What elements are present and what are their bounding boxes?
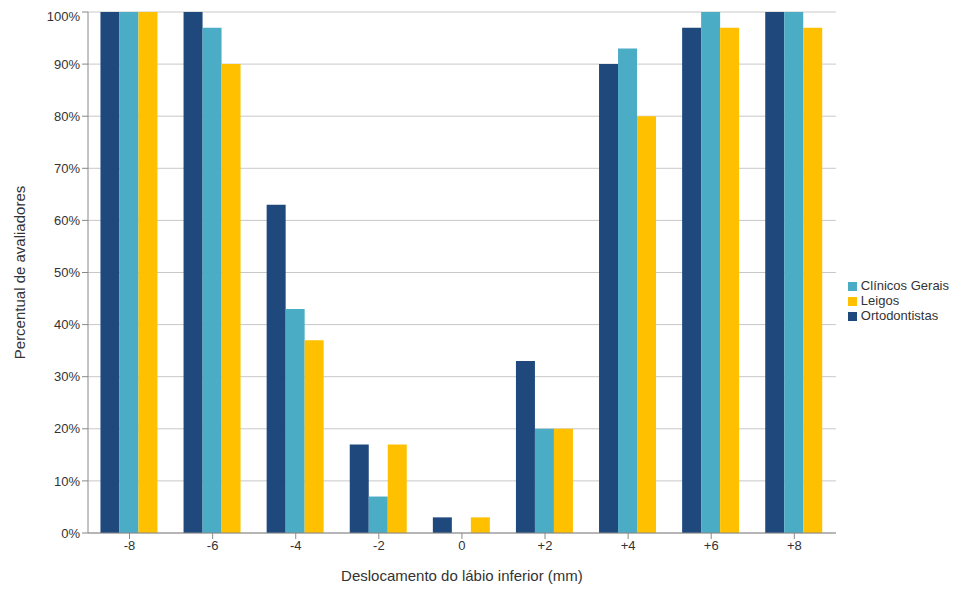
html-text:Clínicos Gerais: Clínicos Gerais [860, 278, 949, 293]
svg-text:-8: -8 [124, 538, 136, 553]
svg-text:30%: 30% [54, 369, 80, 384]
svg-text:+4: +4 [621, 538, 636, 553]
svg-text:100%: 100% [47, 9, 81, 24]
svg-text:+6: +6 [704, 538, 719, 553]
svg-text:50%: 50% [54, 265, 80, 280]
svg-text:70%: 70% [54, 161, 80, 176]
svg-text:60%: 60% [54, 213, 80, 228]
svg-text:-4: -4 [290, 538, 302, 553]
svg-text:20%: 20% [54, 421, 80, 436]
svg-text:-2: -2 [373, 538, 385, 553]
html-text:Leigos: Leigos [860, 293, 900, 308]
html-text:Ortodontistas: Ortodontistas [860, 308, 939, 323]
svg-text:0: 0 [458, 538, 465, 553]
svg-text:10%: 10% [54, 474, 80, 489]
svg-text:+8: +8 [787, 538, 802, 553]
svg-text:0%: 0% [61, 526, 80, 541]
svg-text:-6: -6 [207, 538, 219, 553]
svg-text:+2: +2 [538, 538, 553, 553]
svg-text:40%: 40% [54, 317, 80, 332]
svg-text:80%: 80% [54, 109, 80, 124]
svg-text:Deslocamento do lábio inferior: Deslocamento do lábio inferior (mm) [341, 567, 583, 584]
svg-text:Percentual de avaliadores: Percentual de avaliadores [11, 186, 28, 359]
svg-text:90%: 90% [54, 57, 80, 72]
